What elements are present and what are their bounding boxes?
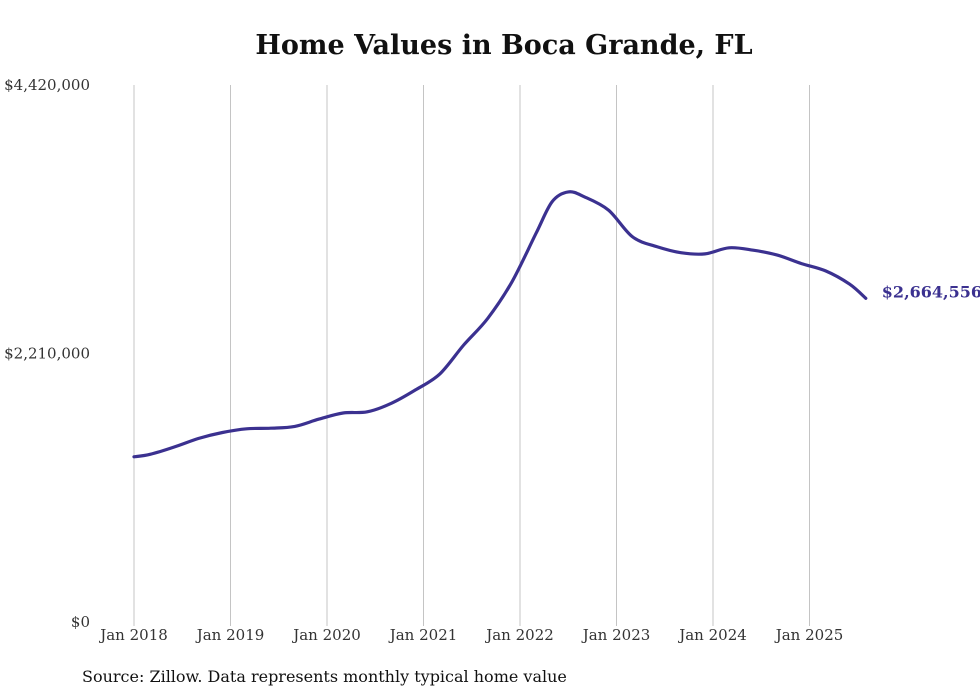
data-point bbox=[294, 425, 296, 428]
data-point bbox=[752, 249, 754, 251]
x-tick-label: Jan 2020 bbox=[291, 626, 361, 644]
chart-title: Home Values in Boca Grande, FL bbox=[255, 30, 753, 61]
data-point bbox=[390, 402, 393, 405]
x-tick-label: Jan 2022 bbox=[484, 626, 554, 644]
data-point bbox=[631, 236, 634, 238]
data-point bbox=[800, 262, 803, 265]
x-tick-label: Jan 2025 bbox=[774, 626, 844, 644]
source-note: Source: Zillow. Data represents monthly … bbox=[82, 667, 567, 686]
series-line bbox=[132, 190, 868, 459]
data-point bbox=[680, 251, 682, 254]
data-point bbox=[245, 428, 248, 430]
grid-lines bbox=[133, 85, 810, 626]
data-point bbox=[462, 344, 465, 346]
data-point bbox=[655, 245, 658, 248]
data-point bbox=[487, 317, 489, 320]
y-tick-label: $0 bbox=[71, 613, 90, 631]
data-point bbox=[551, 200, 553, 203]
data-point bbox=[269, 427, 272, 430]
data-point bbox=[133, 456, 135, 458]
x-tick-label: Jan 2019 bbox=[195, 626, 265, 644]
x-tick-label: Jan 2021 bbox=[388, 626, 458, 644]
end-value-label: $2,664,556 bbox=[882, 282, 980, 301]
data-point bbox=[149, 453, 151, 456]
data-point bbox=[342, 412, 344, 414]
data-point bbox=[366, 411, 369, 413]
data-point bbox=[173, 446, 175, 448]
data-point bbox=[583, 196, 586, 198]
data-point bbox=[511, 281, 513, 283]
data-point bbox=[704, 253, 706, 255]
data-point bbox=[824, 270, 827, 272]
x-tick-label: Jan 2024 bbox=[677, 626, 747, 644]
axes: Jan 2018 Jan 2019 Jan 2020 Jan 2021 Jan 2022… bbox=[4, 76, 843, 644]
data-point bbox=[728, 247, 730, 249]
data-point bbox=[607, 209, 610, 211]
series-layer bbox=[132, 190, 868, 459]
data-point bbox=[414, 389, 417, 391]
data-point bbox=[776, 254, 779, 256]
x-tick-label: Jan 2023 bbox=[581, 626, 651, 644]
x-tick-label: Jan 2018 bbox=[98, 626, 168, 644]
data-point bbox=[535, 232, 537, 234]
y-tick-label: $4,420,000 bbox=[4, 76, 90, 94]
y-tick-label: $2,210,000 bbox=[4, 345, 90, 363]
data-point bbox=[865, 297, 867, 300]
data-point bbox=[318, 418, 320, 420]
data-point bbox=[221, 431, 224, 434]
data-point bbox=[567, 191, 570, 193]
data-point bbox=[197, 437, 200, 440]
data-point bbox=[438, 373, 441, 376]
data-point bbox=[848, 283, 851, 286]
